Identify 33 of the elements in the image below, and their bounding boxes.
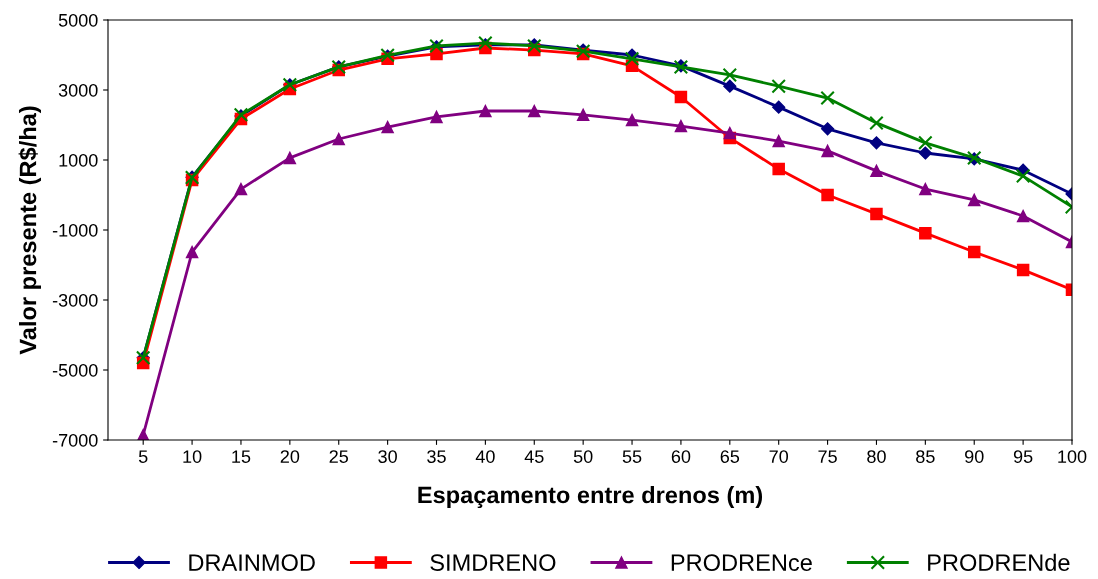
x-tick-label: 15: [232, 450, 251, 463]
x-tick-label: 85: [916, 450, 935, 463]
y-tick-label: -1000: [52, 223, 98, 237]
x-tick-label: 75: [818, 450, 837, 463]
x-tick-label: 70: [769, 450, 789, 463]
x-tick-label: 50: [573, 450, 593, 463]
y-tick-label: 1000: [59, 153, 98, 167]
x-tick-label: 5: [138, 450, 148, 463]
x-tick-label: 60: [671, 450, 691, 463]
y-tick-label: 5000: [58, 13, 98, 27]
y-tick-label: -5000: [52, 363, 98, 377]
legend-label: SIMDRENO: [430, 554, 556, 571]
x-tick-label: 80: [867, 450, 886, 463]
x-tick-label: 35: [427, 450, 446, 463]
x-tick-label: 90: [965, 450, 984, 463]
x-tick-label: 100: [1058, 450, 1087, 463]
x-tick-label: 65: [720, 450, 740, 463]
x-tick-label: 45: [524, 450, 544, 463]
x-tick-label: 40: [475, 450, 495, 463]
x-tick-label: 30: [378, 450, 397, 463]
y-tick-label: -7000: [52, 433, 98, 447]
y-axis-title: Valor presente (R$/ha): [18, 106, 41, 355]
x-tick-label: 10: [183, 450, 202, 463]
legend-label: PRODRENce: [671, 554, 812, 571]
x-tick-label: 95: [1013, 450, 1033, 463]
x-tick-label: 20: [280, 450, 300, 463]
y-tick-label: -3000: [52, 293, 98, 307]
legend-label: DRAINMOD: [189, 554, 315, 571]
x-tick-label: 55: [622, 450, 642, 463]
x-tick-label: 25: [329, 450, 349, 463]
y-tick-label: 3000: [58, 83, 98, 97]
x-axis-title: Espaçamento entre drenos (m): [418, 486, 763, 509]
legend-label: PRODRENde: [928, 553, 1070, 571]
